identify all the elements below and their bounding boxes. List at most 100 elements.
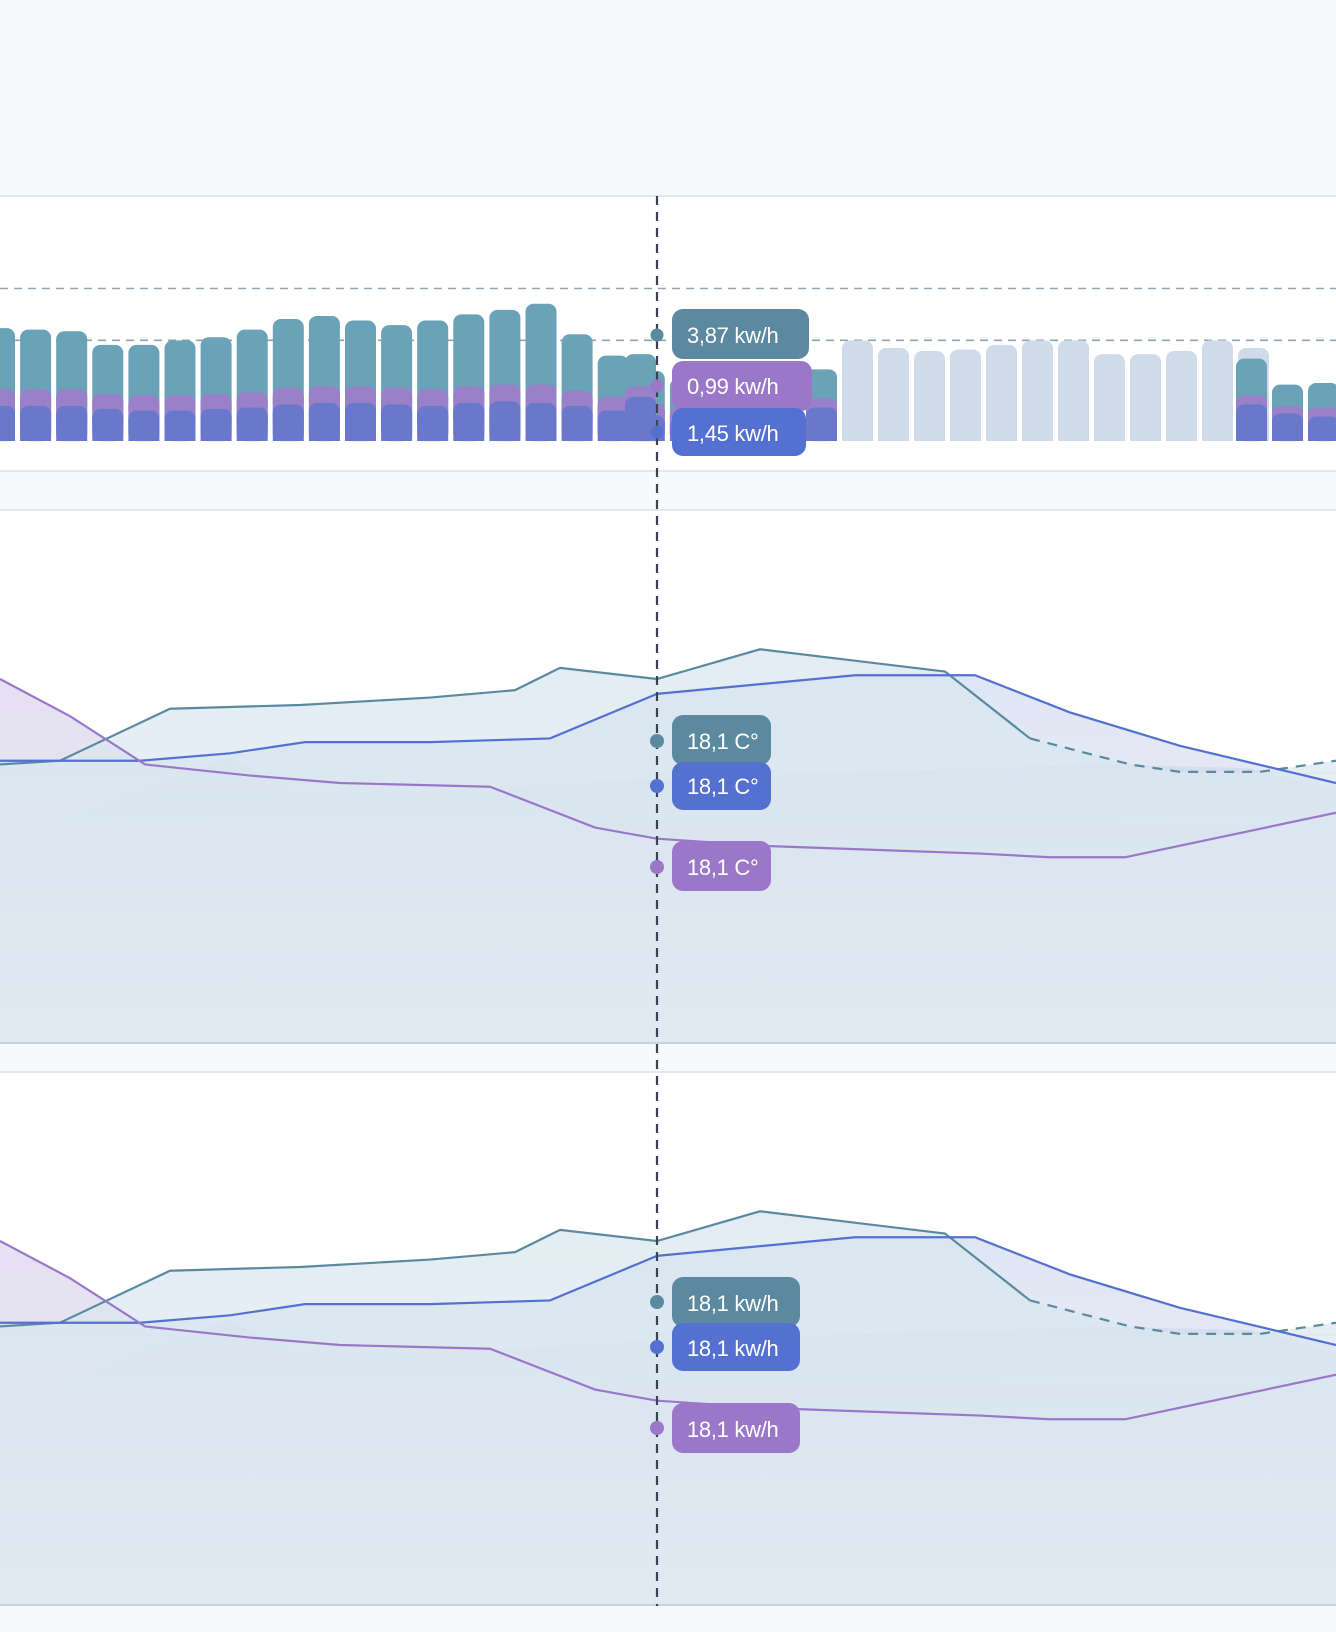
bar-ghost-0 (842, 340, 873, 441)
temperature-area-chart (0, 648, 1336, 1044)
bar-solid-base-13 (453, 433, 485, 441)
bar-solid-purple-fill-4 (128, 403, 160, 412)
bar-tail-blue-fill-0 (1236, 412, 1267, 421)
energy-cursor-dot-blue (650, 1340, 664, 1354)
bar-solid-blue-fill-3 (92, 416, 124, 425)
bar-ghost-base-1 (878, 433, 909, 441)
bar-solid-base-0 (0, 433, 15, 441)
bar-solid-blue-fill-7 (236, 415, 268, 424)
bar-cursor-dot-blue (650, 425, 664, 439)
bar-ghost-base-3 (950, 433, 981, 441)
temp-tag-purple-bg (672, 841, 771, 891)
temp-tooltip-purple: 18,1 C° (650, 841, 771, 891)
bar-solid-blue-fill-11 (381, 412, 413, 421)
temp-tag-blue-label: 18,1 C° (687, 774, 759, 799)
energy-cursor-dot-purple (650, 1421, 664, 1435)
bar-ghost-base-10 (1202, 433, 1233, 441)
bar-ghost-6 (1058, 340, 1089, 441)
bar-solid-blue-fill-16 (561, 413, 593, 422)
bar-tag-purple-bg (672, 361, 812, 411)
bar-tooltip-teal: 3,87 kw/h (650, 309, 809, 359)
bar-ghost-9 (1166, 351, 1197, 441)
bar-solid-purple-fill-14 (489, 392, 521, 401)
bar-ghost-base-5 (1022, 433, 1053, 441)
bar-solid-base-17 (597, 433, 629, 441)
bar-solid-blue-fill-20 (625, 404, 656, 413)
bar-tooltip-blue: 1,45 kw/h (650, 408, 806, 456)
bar-tag-blue-label: 1,45 kw/h (687, 421, 778, 446)
temp-tag-teal-label: 18,1 C° (687, 729, 759, 754)
energy-line-purple (0, 1240, 1336, 1421)
energy-line-teal (0, 1210, 1031, 1328)
bar-solid-purple-fill-2 (56, 397, 88, 406)
bar-solid-base-10 (345, 433, 376, 441)
bar-tail-blue-fill-1 (1272, 421, 1303, 430)
bar-solid-blue-fill-1 (20, 413, 52, 422)
bar-solid-purple-fill-5 (164, 403, 196, 412)
bar-solid-base-2 (56, 433, 88, 441)
bar-solid-purple-fill-1 (20, 397, 52, 406)
bar-ghost-10 (1202, 340, 1233, 441)
bar-solid-base-4 (128, 433, 160, 441)
temp-line-teal-forecast (1029, 737, 1336, 773)
bar-solid-base-16 (561, 433, 593, 441)
temp-area-teal (0, 649, 1336, 1044)
bar-solid-base-6 (200, 433, 232, 441)
bar-solid-base-21 (806, 433, 837, 441)
bar-tag-purple-label: 0,99 kw/h (687, 374, 778, 399)
bar-ghost-7 (1094, 354, 1125, 441)
bar-cursor-dot-teal (650, 328, 664, 342)
bar-solid-blue-fill-13 (453, 410, 485, 419)
bar-tag-teal-bg (672, 309, 809, 359)
bar-ghost-base-0 (842, 433, 873, 441)
bar-solid-blue-fill-12 (417, 413, 449, 422)
bar-tag-teal-label: 3,87 kw/h (687, 323, 778, 348)
energy-tag-teal-label: 18,1 kw/h (687, 1291, 778, 1316)
bar-cursor-dot-purple (650, 379, 664, 393)
temp-tooltip-teal: 18,1 C° (650, 715, 771, 765)
bar-solid-blue-fill-14 (489, 409, 521, 418)
energy-tooltip-teal: 18,1 kw/h (650, 1277, 800, 1327)
bar-solid-blue-fill-4 (128, 418, 160, 427)
bar-solid-blue-fill-2 (56, 413, 88, 422)
energy-area-teal (0, 1211, 1336, 1606)
bar-solid-blue-fill-5 (164, 418, 196, 427)
bar-ghost-base-6 (1058, 433, 1089, 441)
bar-solid-purple-fill-12 (417, 397, 449, 406)
bar-ghost-base-8 (1130, 433, 1161, 441)
energy-cursor-dot-teal (650, 1295, 664, 1309)
bar-solid-base-15 (525, 433, 557, 441)
bar-solid-purple-fill-9 (308, 394, 340, 403)
bar-solid-base-11 (381, 433, 413, 441)
bar-tail-base-0 (1236, 433, 1267, 441)
temp-cursor-dot-teal (650, 734, 664, 748)
bar-solid-purple-fill-11 (381, 395, 413, 404)
temp-cursor-dot-blue (650, 779, 664, 793)
bar-ghost-3 (950, 349, 981, 441)
bar-solid-blue-fill-15 (525, 410, 557, 419)
energy-tag-purple-bg (672, 1403, 800, 1453)
bar-ghost-4 (986, 344, 1017, 441)
temp-tooltip-blue: 18,1 C° (650, 762, 771, 810)
bar-solid-base-5 (164, 433, 196, 441)
bar-tail-blue-fill-2 (1308, 424, 1336, 433)
bar-solid-purple-fill-6 (200, 401, 232, 410)
bar-solid-base-8 (272, 433, 304, 441)
energy-tag-blue-bg (672, 1323, 800, 1371)
bar-tag-blue-bg (672, 408, 806, 456)
bar-solid-purple-fill-17 (597, 404, 629, 413)
temp-tag-teal-bg (672, 715, 771, 765)
bar-ghost-2 (914, 351, 945, 441)
bar-solid-purple-fill-16 (561, 398, 593, 407)
energy-tooltip-blue: 18,1 kw/h (650, 1323, 800, 1371)
bar-ghost-base-9 (1166, 433, 1197, 441)
bar-tooltip-purple: 0,99 kw/h (650, 361, 812, 411)
bar-solid-base-12 (417, 433, 449, 441)
bar-solid-purple-fill-10 (345, 394, 376, 403)
bar-solid-blue-fill-0 (0, 413, 15, 422)
bar-solid-purple-fill-0 (0, 397, 15, 406)
bar-solid-base-9 (308, 433, 340, 441)
bar-ghost-8 (1130, 354, 1161, 441)
bar-ghost-1 (878, 347, 909, 441)
energy-tag-blue-label: 18,1 kw/h (687, 1336, 778, 1361)
